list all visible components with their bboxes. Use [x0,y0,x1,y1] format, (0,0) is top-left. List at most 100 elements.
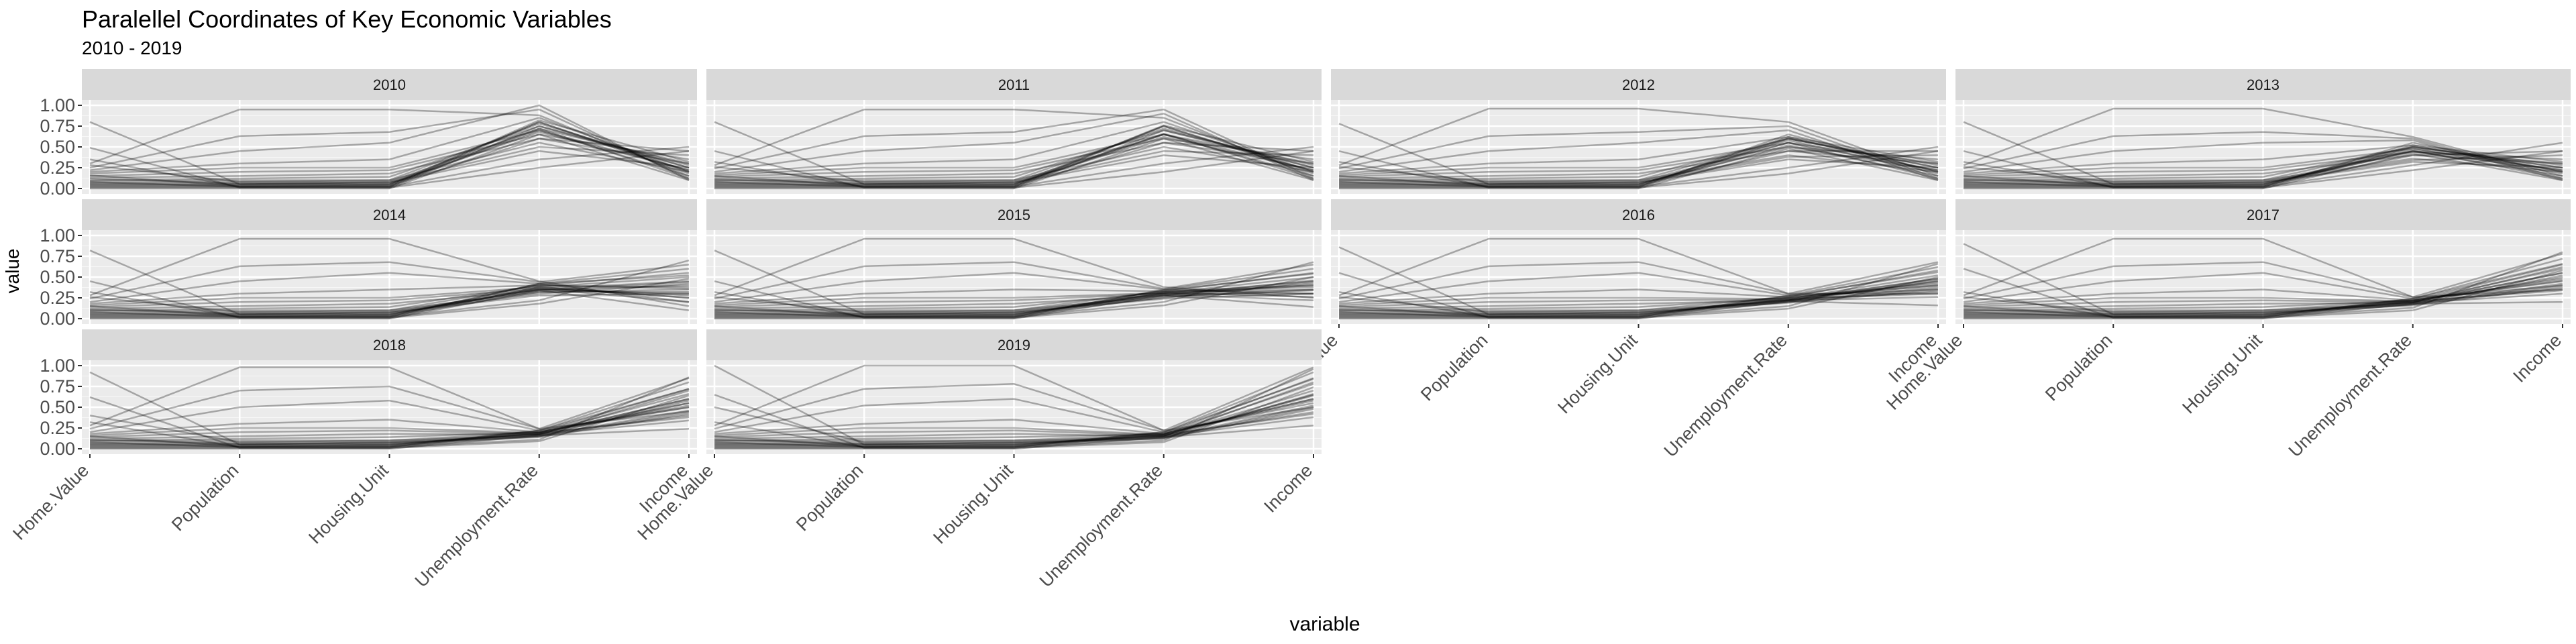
x-tick-label: Population [1417,330,1491,405]
series-line [89,237,690,307]
x-tick-label: Home.Value [9,460,93,544]
series-line [714,390,1314,438]
series-line [89,125,690,181]
series-line [90,292,690,315]
series-line [714,261,1314,300]
series-line [1338,261,1939,300]
series-line [90,121,690,186]
series-line [89,415,690,447]
series-line [89,282,690,314]
series-line [90,419,690,447]
series-line [714,364,1314,431]
series-line [714,279,1314,315]
series-line [1338,246,1939,316]
series-line [1963,272,2563,308]
series-line [1339,300,1939,320]
series-line [89,276,690,307]
series-line [1963,279,2563,311]
series-line [1339,289,1939,315]
series-line [1338,129,1939,181]
x-tick-label: Unemployment.Rate [1036,460,1167,591]
series-line [90,416,690,446]
x-tick-label: Housing.Unit [929,460,1017,548]
facet-strip-label: 2014 [373,207,406,223]
facet-panel-2016: 2016Home.ValuePopulationHousing.UnitUnem… [1258,199,1946,461]
series-line [89,129,690,174]
series-line [89,131,690,184]
series-line [714,394,1314,449]
series-line [1338,136,1939,174]
y-tick-label: 1.00 [40,225,75,246]
series-line [1963,149,2563,187]
series-line [1963,154,2563,184]
series-line [1339,276,1939,319]
series-line [89,402,690,440]
series-line [714,289,1314,317]
chart-subtitle: 2010 - 2019 [82,38,182,58]
series-line [714,364,1314,446]
series-line [1338,286,1939,313]
facet-panel-2013: 2013 [1955,69,2571,194]
series-line [714,150,1314,184]
series-line [1338,146,1939,178]
series-line [90,129,690,186]
series-line [1963,278,2563,313]
series-line [1963,146,2563,189]
series-line [1964,161,2563,184]
series-line [90,150,690,184]
series-line [89,121,690,186]
facet-strip [82,329,697,360]
series-line [714,416,1314,447]
y-tick-label: 1.00 [40,356,75,376]
series-line [1339,150,1939,187]
series-line [90,146,690,188]
x-tick-label: Population [168,460,242,535]
series-line [714,377,1314,435]
series-line [89,138,690,179]
series-line [1339,296,1939,317]
series-line [1338,138,1939,183]
series-line [89,108,690,177]
series-line [89,377,690,430]
series-line [1963,151,2563,178]
facet-strip [706,199,1322,230]
series-line [90,286,690,316]
series-line [714,402,1314,448]
series-line [1964,289,2563,316]
series-line [714,250,1314,316]
series-line [89,409,690,443]
chart-title: Paralellel Coordinates of Key Economic V… [82,5,612,33]
series-line [89,119,690,188]
series-line [1963,139,2563,181]
series-line [1338,138,1939,181]
series-line [1338,142,1939,176]
y-tick-label: 0.00 [40,439,75,459]
series-line [89,274,690,318]
series-line [1338,142,1939,187]
facet-strip [706,69,1322,100]
series-line [714,150,1314,189]
series-line [714,394,1314,440]
series-line [714,125,1314,186]
series-line [1963,276,2563,310]
series-line [714,276,1314,319]
series-line [714,288,1314,313]
series-line [1338,150,1938,180]
series-line [89,122,690,183]
series-line [1963,288,2563,317]
series-line [89,288,690,317]
series-line [89,398,690,438]
series-line [714,133,1314,176]
series-line [1338,279,1939,314]
series-line [1339,150,1939,189]
series-line [1338,125,1939,180]
x-tick-label: Housing.Unit [2178,330,2266,418]
series-line [90,394,690,449]
series-line [89,284,690,313]
series-line [1963,144,2563,174]
series-line [1963,144,2563,188]
series-line [89,121,690,188]
y-tick-label: 0.50 [40,397,75,417]
